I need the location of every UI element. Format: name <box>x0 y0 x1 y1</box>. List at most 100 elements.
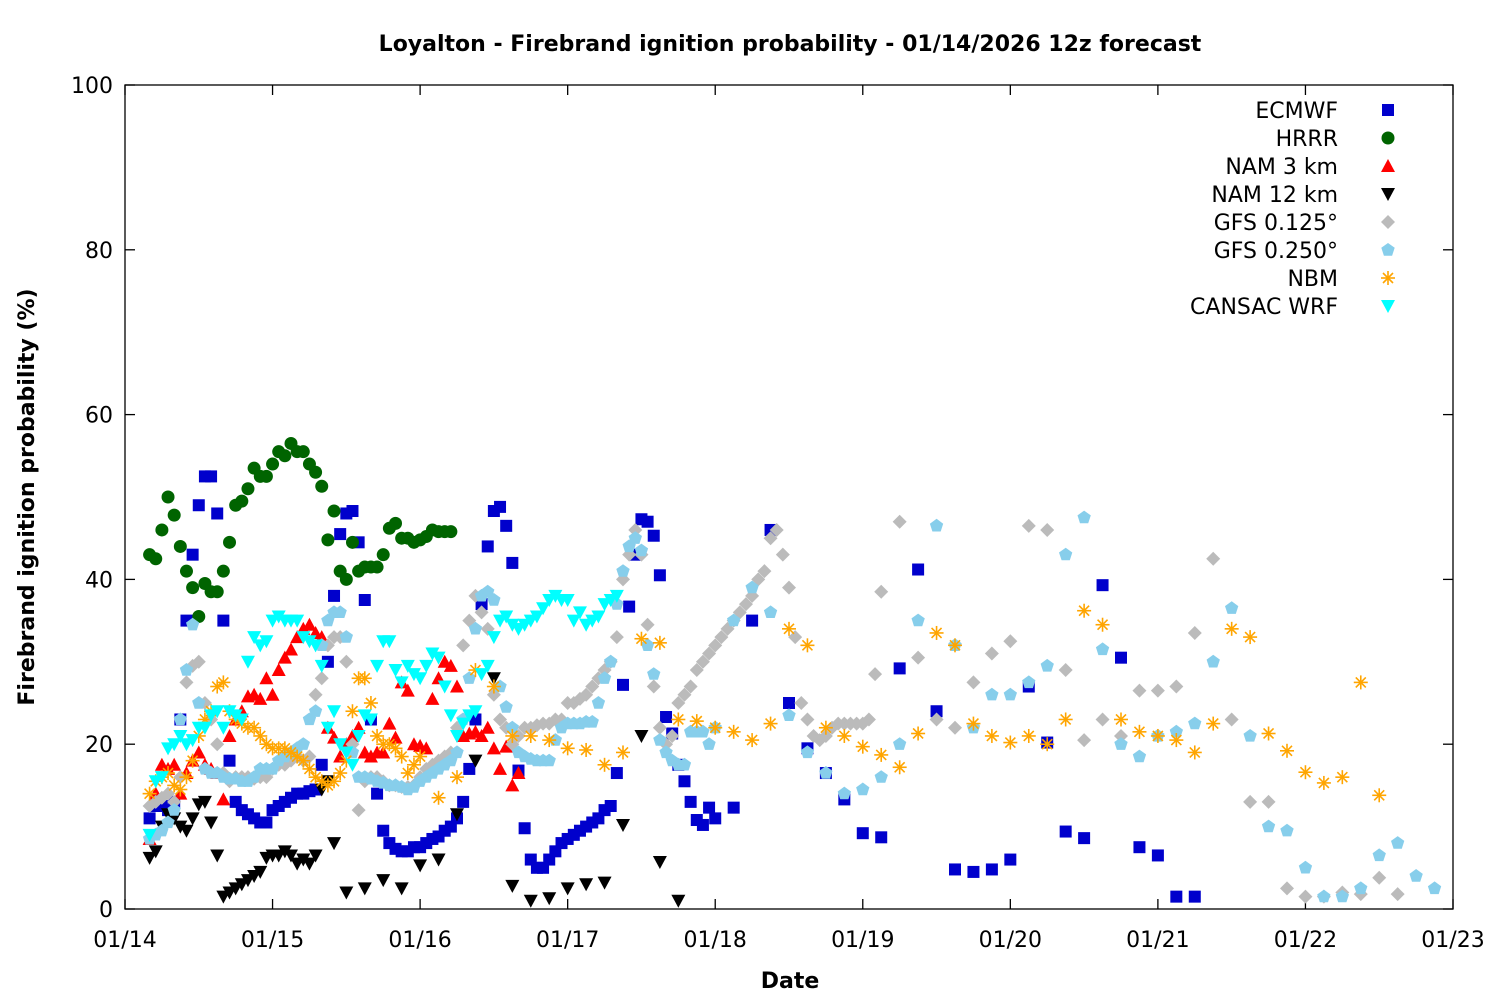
data-point <box>1317 889 1331 903</box>
data-point <box>542 892 557 906</box>
data-point <box>339 572 353 586</box>
data-point <box>1003 687 1017 701</box>
data-point <box>413 749 428 764</box>
x-tick-label: 01/23 <box>1421 928 1484 953</box>
data-point <box>173 712 187 726</box>
data-point <box>696 724 710 738</box>
data-point <box>640 617 655 632</box>
data-point <box>1169 679 1184 694</box>
data-point <box>912 563 925 576</box>
data-point <box>302 617 317 631</box>
data-point <box>929 518 944 532</box>
data-point <box>579 878 594 892</box>
y-tick-label: 20 <box>85 733 113 758</box>
data-point <box>302 857 317 871</box>
data-point <box>284 642 298 656</box>
legend-marker-icon <box>1381 271 1395 285</box>
data-point <box>634 729 649 743</box>
x-tick-label: 01/15 <box>241 928 304 953</box>
data-point <box>474 668 489 682</box>
data-point <box>1040 522 1055 537</box>
data-point <box>911 650 926 665</box>
data-point <box>302 761 317 776</box>
data-point <box>228 709 243 723</box>
data-point <box>327 837 342 851</box>
data-point <box>1224 621 1239 636</box>
data-point <box>929 712 944 727</box>
data-point <box>984 646 999 661</box>
legend-label: GFS 0.125° <box>1214 211 1338 236</box>
series-gfs-0-250- <box>142 510 1442 903</box>
data-point <box>1427 881 1442 895</box>
data-point <box>333 605 347 618</box>
data-point <box>425 691 440 705</box>
data-point <box>370 659 385 673</box>
data-point <box>579 687 594 702</box>
legend-marker-icon <box>1382 104 1394 116</box>
data-point <box>339 886 354 900</box>
data-point <box>585 679 600 694</box>
data-point <box>505 879 520 893</box>
x-tick-label: 01/14 <box>93 928 156 953</box>
data-point <box>142 786 157 801</box>
data-point <box>167 738 182 752</box>
x-tick-label: 01/19 <box>831 928 894 953</box>
data-point <box>468 621 483 635</box>
legend-label: NAM 12 km <box>1211 183 1338 208</box>
data-point <box>266 457 280 471</box>
data-point <box>235 494 249 508</box>
data-point <box>1298 889 1313 904</box>
data-point <box>259 635 274 649</box>
data-point <box>481 584 495 598</box>
data-point <box>1003 634 1018 649</box>
data-point <box>192 499 205 512</box>
data-point <box>308 704 323 717</box>
data-point <box>738 597 753 612</box>
data-point <box>321 533 335 547</box>
data-point <box>874 770 888 783</box>
data-point <box>604 800 617 812</box>
data-point <box>1114 712 1128 727</box>
data-point <box>1133 841 1146 854</box>
data-points <box>142 436 1442 908</box>
data-point <box>277 845 292 859</box>
data-point <box>652 720 667 735</box>
data-point <box>419 659 434 673</box>
data-point <box>382 716 397 730</box>
data-point <box>505 778 520 792</box>
data-point <box>1391 836 1405 849</box>
legend-label: NBM <box>1287 267 1338 292</box>
data-point <box>579 742 594 757</box>
data-point <box>462 671 476 684</box>
data-point <box>406 668 421 682</box>
data-point <box>1335 889 1349 903</box>
data-point <box>678 775 691 788</box>
data-point <box>641 515 654 528</box>
data-point <box>210 737 225 752</box>
data-point <box>1298 765 1313 780</box>
data-point <box>875 831 888 844</box>
data-point <box>431 651 446 665</box>
data-point <box>351 803 366 818</box>
data-point <box>1170 890 1183 903</box>
data-point <box>340 507 353 520</box>
data-point <box>763 531 778 546</box>
data-point <box>1095 617 1110 632</box>
data-point <box>400 659 415 673</box>
data-point <box>1004 853 1017 866</box>
data-point <box>191 745 206 759</box>
data-point <box>617 678 629 691</box>
data-point <box>339 654 354 669</box>
data-point <box>647 529 660 542</box>
data-point <box>708 638 723 653</box>
data-point <box>1280 881 1294 896</box>
data-point <box>677 757 692 771</box>
data-point <box>652 635 667 650</box>
data-point <box>1372 848 1386 862</box>
data-point <box>703 801 716 814</box>
data-point <box>1150 683 1165 698</box>
data-point <box>689 663 704 678</box>
data-point <box>1151 849 1164 862</box>
data-point <box>1040 658 1054 672</box>
data-point <box>437 680 452 694</box>
